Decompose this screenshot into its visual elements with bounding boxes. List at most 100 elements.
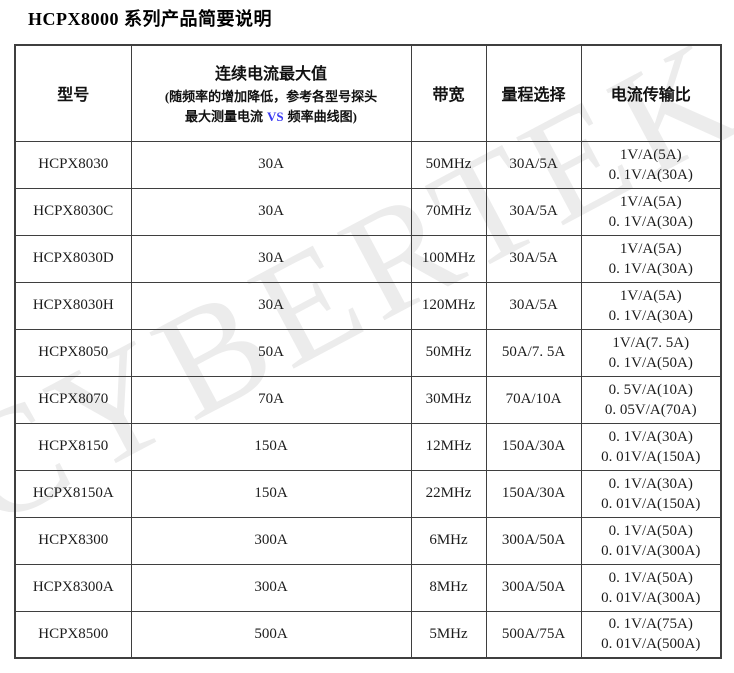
ratio-line-2: 0. 01V/A(150A) [601,495,701,512]
cell-bandwidth: 100MHz [410,234,487,283]
cell-ratio: 0. 1V/A(30A) 0. 01V/A(150A) [580,469,722,518]
table-row: HCPX8030H 30A 120MHz 30A/5A 1V/A(5A) 0. … [14,281,722,330]
cell-bandwidth: 50MHz [410,328,487,377]
cell-bandwidth: 12MHz [410,422,487,471]
ratio-line-2: 0. 1V/A(30A) [608,213,693,230]
ratio-line-1: 1V/A(5A) [619,287,682,304]
cell-model: HCPX8050 [14,328,132,377]
col-header-range: 量程选择 [485,44,582,142]
table-row: HCPX8300A 300A 8MHz 300A/50A 0. 1V/A(50A… [14,563,722,612]
note-line2-suffix: 频率曲线图) [287,108,357,124]
cell-model: HCPX8500 [14,610,132,659]
table-row: HCPX8030C 30A 70MHz 30A/5A 1V/A(5A) 0. 1… [14,187,722,236]
table-row: HCPX8500 500A 5MHz 500A/75A 0. 1V/A(75A)… [14,610,722,659]
cell-model: HCPX8150A [14,469,132,518]
cell-range: 150A/30A [485,422,582,471]
cell-range: 70A/10A [485,375,582,424]
header-row: 型号 连续电流最大值 (随频率的增加降低，参考各型号探头 最大测量电流 VS 频率曲… [14,44,722,142]
cell-model: HCPX8070 [14,375,132,424]
cell-model: HCPX8030C [14,187,132,236]
table-row: HCPX8150 150A 12MHz 150A/30A 0. 1V/A(30A… [14,422,722,471]
cell-max-current: 150A [130,469,412,518]
table-row: HCPX8030 30A 50MHz 30A/5A 1V/A(5A) 0. 1V… [14,140,722,189]
ratio-line-1: 0. 1V/A(75A) [608,616,693,633]
cell-max-current: 30A [130,281,412,330]
ratio-line-1: 0. 5V/A(10A) [608,381,693,398]
max-current-note-line2: 最大测量电流 VS 频率曲线图) [134,107,409,127]
cell-max-current: 500A [130,610,412,659]
cell-bandwidth: 8MHz [410,563,487,612]
note-line2-prefix: 最大测量电流 [185,108,264,124]
table-row: HCPX8070 70A 30MHz 70A/10A 0. 5V/A(10A) … [14,375,722,424]
ratio-line-1: 1V/A(5A) [619,146,682,163]
cell-ratio: 0. 1V/A(30A) 0. 01V/A(150A) [580,422,722,471]
col-header-max-current: 连续电流最大值 (随频率的增加降低，参考各型号探头 最大测量电流 VS 频率曲线图) [130,44,412,142]
cell-ratio: 0. 1V/A(75A) 0. 01V/A(500A) [580,610,722,659]
table-row: HCPX8030D 30A 100MHz 30A/5A 1V/A(5A) 0. … [14,234,722,283]
col-header-ratio: 电流传输比 [580,44,722,142]
cell-range: 30A/5A [485,187,582,236]
ratio-line-1: 0. 1V/A(50A) [608,569,693,586]
cell-ratio: 1V/A(5A) 0. 1V/A(30A) [580,234,722,283]
cell-ratio: 1V/A(7. 5A) 0. 1V/A(50A) [580,328,722,377]
ratio-line-2: 0. 01V/A(300A) [601,589,701,606]
ratio-line-2: 0. 01V/A(500A) [601,636,701,653]
ratio-line-1: 0. 1V/A(50A) [608,522,693,539]
table-row: HCPX8050 50A 50MHz 50A/7. 5A 1V/A(7. 5A)… [14,328,722,377]
cell-range: 30A/5A [485,281,582,330]
page-title: HCPX8000 系列产品简要说明 [28,9,272,29]
ratio-line-2: 0. 1V/A(30A) [608,307,693,324]
cell-bandwidth: 30MHz [410,375,487,424]
cell-ratio: 0. 5V/A(10A) 0. 05V/A(70A) [580,375,722,424]
ratio-line-2: 0. 1V/A(30A) [608,166,693,183]
cell-bandwidth: 50MHz [410,140,487,189]
max-current-note-line1: (随频率的增加降低，参考各型号探头 [164,89,378,105]
col-header-bandwidth: 带宽 [410,44,487,142]
ratio-line-1: 1V/A(5A) [619,240,682,257]
col-header-model: 型号 [14,44,132,142]
cell-range: 30A/5A [485,140,582,189]
cell-ratio: 1V/A(5A) 0. 1V/A(30A) [580,187,722,236]
ratio-line-1: 1V/A(5A) [619,193,682,210]
cell-range: 300A/50A [485,516,582,565]
cell-ratio: 0. 1V/A(50A) 0. 01V/A(300A) [580,516,722,565]
cell-max-current: 30A [130,187,412,236]
cell-range: 500A/75A [485,610,582,659]
ratio-line-1: 0. 1V/A(30A) [608,428,693,445]
cell-range: 30A/5A [485,234,582,283]
vs-accent-text: VS [267,108,284,124]
cell-model: HCPX8030H [14,281,132,330]
cell-ratio: 1V/A(5A) 0. 1V/A(30A) [580,281,722,330]
product-spec-table: 型号 连续电流最大值 (随频率的增加降低，参考各型号探头 最大测量电流 VS 频率曲… [14,44,722,659]
ratio-line-2: 0. 01V/A(150A) [601,448,701,465]
cell-max-current: 30A [130,234,412,283]
table-row: HCPX8150A 150A 22MHz 150A/30A 0. 1V/A(30… [14,469,722,518]
cell-bandwidth: 22MHz [410,469,487,518]
cell-ratio: 1V/A(5A) 0. 1V/A(30A) [580,140,722,189]
cell-max-current: 70A [130,375,412,424]
cell-model: HCPX8030 [14,140,132,189]
cell-range: 150A/30A [485,469,582,518]
ratio-line-1: 1V/A(7. 5A) [612,334,690,351]
cell-model: HCPX8300A [14,563,132,612]
table-row: HCPX8300 300A 6MHz 300A/50A 0. 1V/A(50A)… [14,516,722,565]
cell-model: HCPX8150 [14,422,132,471]
cell-range: 300A/50A [485,563,582,612]
ratio-line-2: 0. 01V/A(300A) [601,542,701,559]
cell-bandwidth: 120MHz [410,281,487,330]
cell-max-current: 50A [130,328,412,377]
ratio-line-2: 0. 1V/A(30A) [608,260,693,277]
cell-max-current: 30A [130,140,412,189]
max-current-title: 连续电流最大值 [214,66,327,84]
cell-max-current: 300A [130,563,412,612]
cell-max-current: 150A [130,422,412,471]
cell-bandwidth: 70MHz [410,187,487,236]
cell-max-current: 300A [130,516,412,565]
ratio-line-1: 0. 1V/A(30A) [608,475,693,492]
ratio-line-2: 0. 1V/A(50A) [608,354,693,371]
cell-model: HCPX8030D [14,234,132,283]
cell-ratio: 0. 1V/A(50A) 0. 01V/A(300A) [580,563,722,612]
cell-bandwidth: 6MHz [410,516,487,565]
cell-bandwidth: 5MHz [410,610,487,659]
